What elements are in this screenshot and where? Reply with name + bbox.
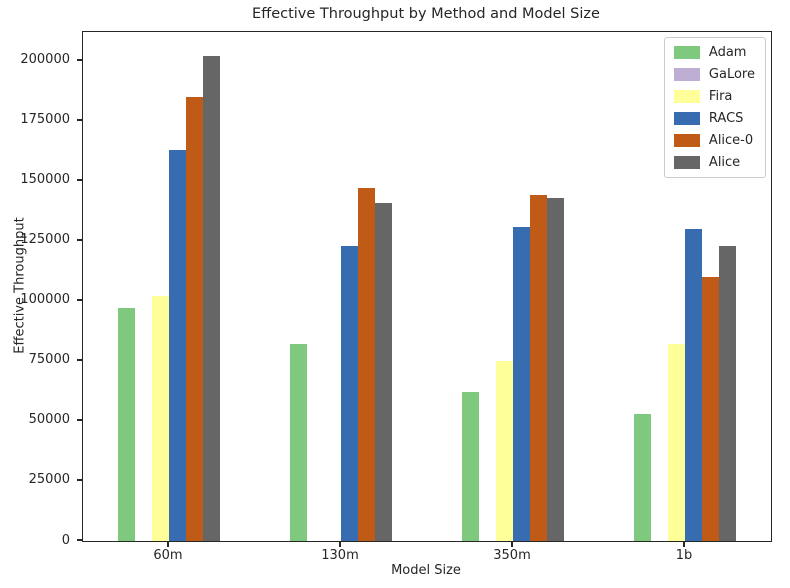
y-tick-label: 25000 <box>28 472 70 488</box>
bar-adam-60m <box>118 308 135 541</box>
x-tick-mark <box>511 541 513 547</box>
legend-item-alice: Alice <box>673 155 755 170</box>
x-tick-label: 1b <box>675 548 693 563</box>
y-tick-mark <box>77 119 82 121</box>
x-tick-mark <box>339 541 341 547</box>
bar-fira-1b <box>668 344 685 541</box>
y-tick-mark <box>77 539 82 541</box>
legend-swatch-icon <box>673 134 700 147</box>
y-tick-mark <box>77 299 82 301</box>
legend-item-racs: RACS <box>673 111 755 126</box>
y-tick-label: 75000 <box>28 352 70 368</box>
plot-area: Adam GaLore Fira RACS Alice-0 Alice <box>82 31 772 542</box>
legend-label: Adam <box>708 45 747 60</box>
x-tick-mark <box>683 541 685 547</box>
legend-label: RACS <box>708 111 744 126</box>
y-tick-mark <box>77 59 82 61</box>
legend-item-adam: Adam <box>673 45 755 60</box>
y-tick-label: 125000 <box>20 232 70 248</box>
bar-group-130m <box>290 188 392 541</box>
x-tick-label: 130m <box>321 548 359 563</box>
bar-racs-350m <box>513 226 530 541</box>
y-tick-mark <box>77 239 82 241</box>
bar-group-60m <box>118 56 220 541</box>
y-tick-label: 100000 <box>20 292 70 308</box>
x-tick-mark <box>167 541 169 547</box>
legend-label: GaLore <box>708 67 755 82</box>
y-tick-mark <box>77 479 82 481</box>
bar-adam-350m <box>462 392 479 541</box>
bar-racs-60m <box>169 149 186 541</box>
bar-fira-350m <box>496 360 513 541</box>
bar-alice-0-130m <box>358 188 375 541</box>
legend-swatch-icon <box>673 90 700 103</box>
bar-alice-0-60m <box>186 96 203 541</box>
x-tick-label: 350m <box>493 548 531 563</box>
legend-item-galore: GaLore <box>673 67 755 82</box>
y-tick-label: 50000 <box>28 412 70 428</box>
y-tick-label: 0 <box>61 532 70 548</box>
chart-title: Effective Throughput by Method and Model… <box>252 6 600 22</box>
legend: Adam GaLore Fira RACS Alice-0 Alice <box>663 37 766 178</box>
bar-alice-0-1b <box>702 276 719 541</box>
y-axis-label: Effective Throughput <box>12 217 28 354</box>
bar-alice-350m <box>547 197 564 541</box>
legend-item-fira: Fira <box>673 89 755 104</box>
y-tick-label: 175000 <box>20 112 70 128</box>
legend-swatch-icon <box>673 46 700 59</box>
y-tick-mark <box>77 359 82 361</box>
legend-swatch-icon <box>673 112 700 125</box>
legend-label: Fira <box>708 89 733 104</box>
y-tick-mark <box>77 179 82 181</box>
legend-label: Alice <box>708 155 741 170</box>
bar-alice-130m <box>375 202 392 541</box>
bar-alice-0-350m <box>530 195 547 541</box>
bar-fira-60m <box>152 296 169 541</box>
bar-alice-60m <box>203 56 220 541</box>
x-axis-label: Model Size <box>391 563 461 578</box>
bar-adam-1b <box>634 413 651 541</box>
y-tick-label: 150000 <box>20 172 70 188</box>
bar-group-350m <box>462 195 564 541</box>
bar-adam-130m <box>290 344 307 541</box>
y-tick-mark <box>77 419 82 421</box>
legend-swatch-icon <box>673 156 700 169</box>
bar-alice-1b <box>719 245 736 541</box>
legend-label: Alice-0 <box>708 133 754 148</box>
bar-racs-1b <box>685 228 702 541</box>
bar-racs-130m <box>341 245 358 541</box>
legend-item-alice-0: Alice-0 <box>673 133 755 148</box>
legend-swatch-icon <box>673 68 700 81</box>
bar-group-1b <box>634 228 736 541</box>
x-tick-label: 60m <box>153 548 183 563</box>
y-tick-label: 200000 <box>20 52 70 68</box>
